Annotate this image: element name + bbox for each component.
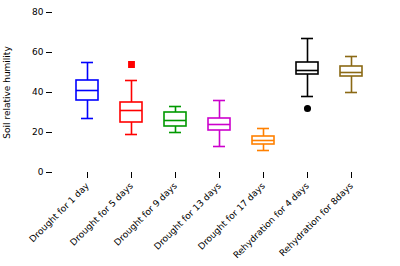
svg-text:Soil relative humility: Soil relative humility <box>2 46 12 139</box>
svg-text:0: 0 <box>38 167 44 177</box>
svg-text:20: 20 <box>32 127 44 137</box>
svg-text:80: 80 <box>32 7 44 17</box>
svg-text:Rehydration for 4 days: Rehydration for 4 days <box>231 180 311 260</box>
svg-text:Drought for 17 days: Drought for 17 days <box>196 180 267 252</box>
svg-text:Rehydration for 8days: Rehydration for 8days <box>277 180 355 258</box>
svg-text:60: 60 <box>32 47 44 57</box>
svg-text:Drought for 1 day: Drought for 1 day <box>27 180 91 245</box>
svg-text:Drought for 5 days: Drought for 5 days <box>68 180 135 248</box>
svg-text:40: 40 <box>32 87 44 97</box>
svg-text:Drought for 9 days: Drought for 9 days <box>112 180 179 248</box>
svg-text:Drought for 13 days: Drought for 13 days <box>152 180 223 252</box>
